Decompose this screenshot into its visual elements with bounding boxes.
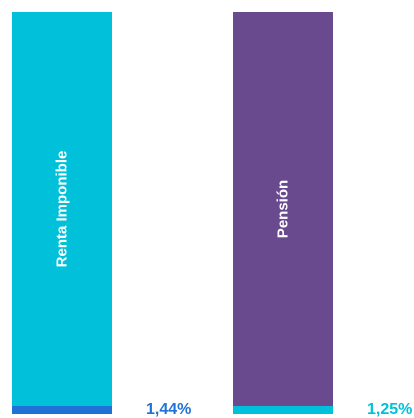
- highlight-strip-pension: [233, 406, 333, 414]
- bar-label-pension: Pensión: [275, 180, 292, 238]
- bar-renta-imponible: [12, 12, 112, 406]
- highlight-strip-renta-imponible: [12, 406, 112, 414]
- bar-pension: [233, 12, 333, 406]
- bar-label-renta-imponible: Renta Imponible: [54, 151, 71, 268]
- percent-label-renta-imponible: 1,44%: [146, 401, 191, 418]
- percent-label-pension: 1,25%: [367, 401, 412, 418]
